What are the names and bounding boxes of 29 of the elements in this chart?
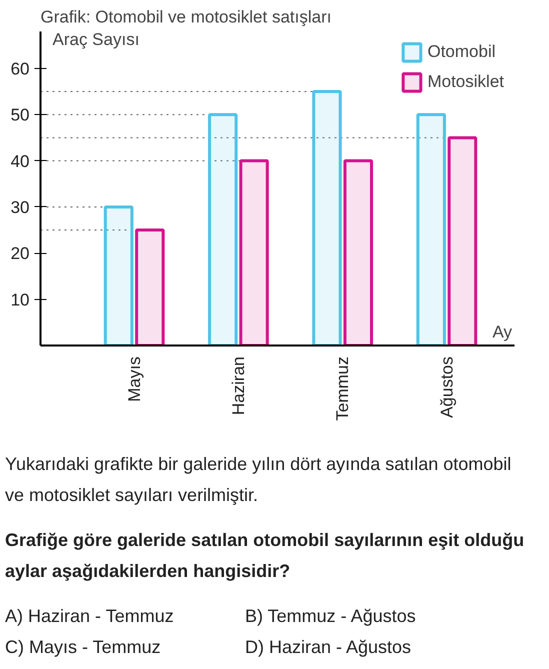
legend-label: Motosiklet — [427, 72, 504, 92]
y-tick-label: 20 — [10, 244, 30, 264]
text: Yukarıdaki grafikte bir galeride yılın dört ayında satılan otomobil ve motosiklet sayıları verilmiştir. — [5, 453, 512, 507]
bar — [239, 159, 269, 346]
x-tick-label: Mayıs — [124, 356, 144, 402]
bar — [135, 228, 165, 346]
text: C) Mayıs - Temmuz — [5, 636, 162, 659]
y-tick-label: 60 — [10, 59, 30, 78]
bar — [104, 205, 134, 346]
bar — [343, 159, 374, 346]
bar — [416, 113, 446, 346]
legend-label: Otomobil — [427, 42, 496, 62]
text: Grafiğe göre galeride satılan otomobil sayılarının eşit olduğu aylar aşağıdakilerden hangisidir? — [5, 529, 526, 583]
x-tick-label: Temmuz — [333, 356, 352, 421]
text: D) Haziran - Ağustos — [245, 636, 412, 659]
text: B) Temmuz - Ağustos — [245, 605, 417, 628]
y-tick-label: 50 — [10, 106, 30, 125]
bar — [312, 90, 342, 346]
x-tick-label: Haziran — [228, 356, 248, 416]
bar — [208, 113, 238, 346]
chart-title: Grafik: Otomobil ve motosiklet satışları — [40, 8, 332, 26]
bar — [448, 136, 478, 346]
y-axis-title: Araç Sayısı — [52, 30, 140, 49]
y-tick-label: 40 — [10, 152, 30, 171]
y-tick-label: 30 — [10, 198, 30, 217]
text: A) Haziran - Temmuz — [5, 605, 175, 628]
x-tick-label: Ağustos — [437, 356, 456, 418]
y-tick-label: 10 — [10, 290, 30, 310]
x-axis-title: Ay — [492, 322, 513, 342]
